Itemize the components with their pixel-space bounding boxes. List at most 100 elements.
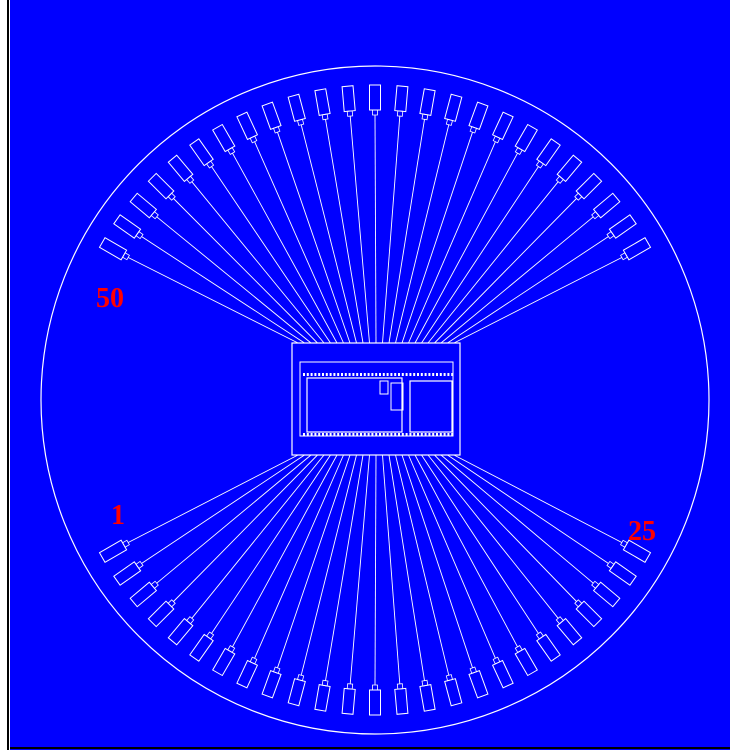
chip-top-contact — [405, 373, 408, 376]
chip-bottom-contact — [405, 433, 408, 436]
trace-44 — [232, 152, 338, 344]
chip-top-contact — [379, 373, 381, 376]
pad-label-last: 50 — [96, 283, 124, 314]
chip-bottom-contact — [306, 433, 309, 436]
trace-48 — [156, 216, 312, 344]
chip-top-contact — [428, 373, 431, 376]
chip-top-contact — [432, 373, 435, 376]
trace-4 — [173, 454, 318, 602]
trace-43 — [254, 141, 344, 344]
trace-9 — [277, 454, 351, 668]
chip-bottom-contact — [314, 433, 317, 436]
trace-36 — [388, 119, 425, 344]
bond-pad-notch-27 — [606, 231, 615, 240]
trace-32 — [414, 152, 518, 344]
chip-bottom-contact — [352, 433, 355, 436]
chip-bottom-contact — [424, 433, 427, 436]
bond-pad-notch-15 — [421, 679, 429, 687]
chip-top-contact — [451, 373, 454, 376]
die-small-rect-a — [379, 380, 389, 395]
pad-label-quarter: 25 — [628, 516, 656, 547]
trace-3 — [156, 454, 312, 584]
chip-top-contact — [398, 373, 400, 376]
bond-pad-notch-49 — [135, 231, 144, 240]
chip-bottom-contact — [443, 433, 446, 436]
chip-bottom-contact — [322, 433, 324, 436]
trace-35 — [395, 124, 450, 344]
bond-pad-notch-48 — [150, 211, 159, 220]
trace-47 — [173, 198, 318, 344]
bond-pad-notch-44 — [227, 147, 236, 155]
chip-top-contact — [394, 373, 397, 376]
bond-pad-notch-23 — [591, 580, 600, 589]
chip-top-contact — [344, 373, 347, 376]
bond-pad-notch-30 — [555, 175, 564, 184]
bond-pad-notch-21 — [555, 616, 564, 625]
trace-26 — [453, 257, 623, 344]
bond-pad-notch-18 — [492, 656, 501, 665]
chip-bottom-contact — [436, 433, 438, 436]
trace-38 — [374, 114, 377, 344]
chip-top-contact — [303, 373, 305, 376]
chip-bottom-contact — [420, 433, 423, 436]
chip-bottom-contact — [360, 433, 362, 436]
chip-bottom-contact — [386, 433, 389, 436]
bond-pad-notch-31 — [535, 160, 544, 169]
chip-bottom-contact — [401, 433, 404, 436]
bond-pad-notch-32 — [514, 147, 523, 155]
bond-pad-notch-26 — [620, 252, 628, 261]
trace-group — [127, 114, 623, 686]
chip-top-contact — [443, 373, 446, 376]
trace-14 — [382, 454, 401, 684]
bond-pad-notch-47 — [167, 192, 176, 201]
trace-22 — [434, 454, 577, 602]
chip-bottom-contact — [375, 433, 378, 436]
bond-pad-notch-14 — [396, 683, 404, 690]
chip-bottom-contact — [344, 433, 347, 436]
chip-top-contact — [420, 373, 423, 376]
trace-8 — [254, 454, 344, 659]
chip-bottom-contact — [303, 433, 305, 436]
trace-29 — [434, 198, 577, 344]
bond-pad-notch-33 — [492, 135, 501, 144]
trace-27 — [447, 236, 609, 344]
chip-bottom-contact — [379, 433, 381, 436]
bond-pad-notch-16 — [445, 674, 453, 682]
bond-pad-notch-11 — [321, 679, 329, 687]
bond-pad-notch-9 — [272, 666, 281, 674]
bond-pad-notch-22 — [574, 599, 583, 608]
chip-bottom-contact — [341, 433, 343, 436]
chip-top-contact-row — [303, 373, 454, 376]
chip-bottom-contact — [413, 433, 416, 436]
chip-bottom-contact — [371, 433, 374, 436]
bond-pad-notch-2 — [135, 560, 144, 569]
chip-bottom-contact — [363, 433, 366, 436]
chip-top-contact — [447, 373, 450, 376]
chip-bottom-contact — [310, 433, 313, 436]
trace-18 — [408, 454, 496, 659]
bond-pad-notch-20 — [535, 631, 544, 640]
bond-pad-notch-10 — [297, 674, 305, 682]
trace-1 — [127, 454, 299, 543]
bond-pad-notch-28 — [591, 211, 600, 220]
trace-21 — [427, 454, 559, 619]
chip-top-contact — [310, 373, 313, 376]
die-small-rect-b — [390, 382, 404, 411]
trace-16 — [395, 454, 450, 676]
chip-package — [291, 342, 461, 456]
bond-pad-notch-12 — [346, 683, 354, 690]
chip-bottom-contact — [325, 433, 328, 436]
chip-top-contact — [375, 373, 378, 376]
chip-top-contact — [367, 373, 370, 376]
chip-bottom-contact — [428, 433, 431, 436]
trace-2 — [141, 454, 305, 564]
chip-top-contact — [329, 373, 332, 376]
trace-10 — [300, 454, 357, 676]
chip-bottom-contact — [417, 433, 419, 436]
chip-top-contact — [337, 373, 340, 376]
trace-37 — [382, 116, 401, 344]
chip-top-contact — [356, 373, 359, 376]
bond-pad-notch-6 — [206, 631, 215, 640]
trace-39 — [349, 116, 370, 344]
